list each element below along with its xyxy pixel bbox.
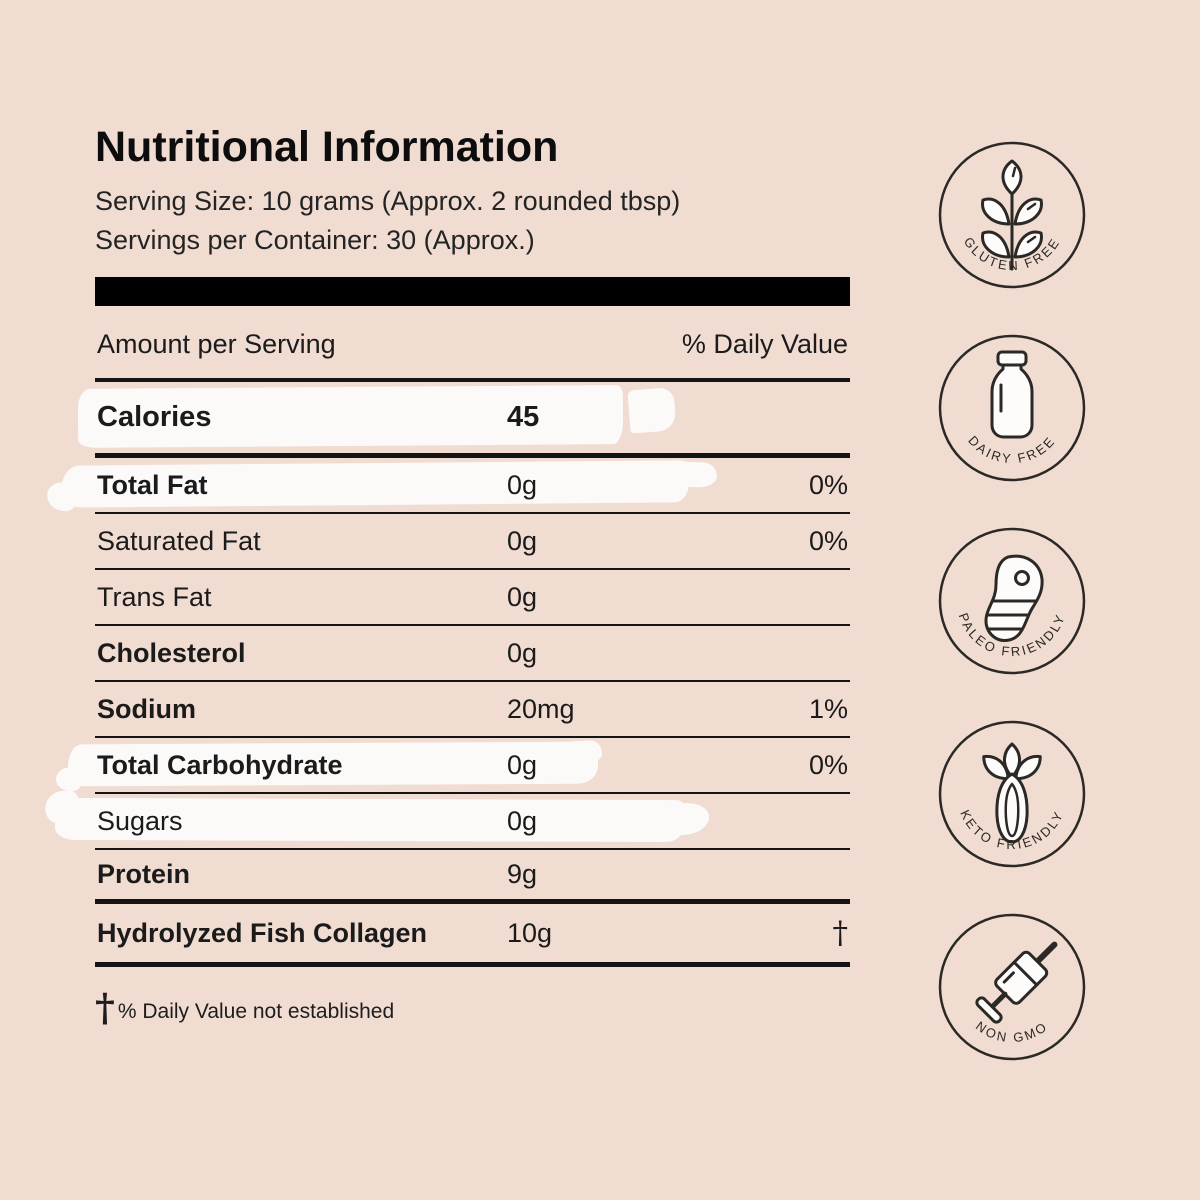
nutrient-daily-value: 0% [808,525,848,556]
nutrient-label: Sodium [97,693,196,724]
servings-per-container: Servings per Container: 30 (Approx.) [95,225,535,256]
nutrient-amount: 0g [507,637,538,668]
nutrient-amount: 0g [507,525,538,556]
footnote-text: % Daily Value not established [117,1000,395,1024]
nutrient-label: Hydrolyzed Fish Collagen [97,917,428,948]
badge-label: NON GMO [973,1018,1051,1045]
milk-bottle-icon [990,350,1034,439]
table-row: Protein 9g [95,850,850,905]
table-row: Sugars 0g [54,794,850,851]
nutrient-label: Total Carbohydrate [97,749,343,780]
syringe-icon [975,941,1058,1024]
nutrient-label: Total Fat [97,469,208,500]
nutrient-daily-value: 1% [808,693,848,724]
nutrient-amount: 0g [507,581,538,612]
nutrient-amount: 0g [507,469,538,500]
nutrient-amount: 10g [507,917,553,948]
nutrient-amount: 20mg [507,693,575,724]
serving-info: Serving Size: 10 grams (Approx. 2 rounde… [95,182,850,260]
nutrient-label: Cholesterol [97,637,246,668]
table-row: Total Carbohydrate 0g 0% [67,738,850,795]
nutrient-label: Protein [97,859,191,890]
amount-per-serving-header: Amount per Serving [97,329,336,360]
divider-bar [95,277,850,307]
nutrient-daily-value: 0% [808,469,848,500]
table-row: Cholesterol 0g [95,626,850,683]
nutrient-amount: 45 [507,401,540,434]
daily-value-header: % Daily Value [681,329,848,360]
nutrition-table: Calories 45 Total Fat 0g 0% Saturated Fa… [54,382,850,968]
nutrition-facts-panel: Nutritional Information Serving Size: 10… [54,123,850,1027]
table-row: Total Fat 0g 0% [60,458,850,515]
nutrient-label: Trans Fat [97,581,212,612]
badge-non-gmo: NON GMO [936,911,1088,1063]
serving-size: Serving Size: 10 grams (Approx. 2 rounde… [95,186,681,216]
nutrient-amount: 0g [507,805,538,836]
table-row: Trans Fat 0g [95,570,850,627]
nutrient-label: Calories [97,401,212,434]
footnote: † % Daily Value not established [95,989,850,1027]
nutrient-label: Saturated Fat [97,525,261,556]
nutrient-daily-value: 0% [808,749,848,780]
nutrient-daily-value: † [832,914,849,951]
table-row: Hydrolyzed Fish Collagen 10g † [95,904,850,968]
table-row: Saturated Fat 0g 0% [95,514,850,571]
table-row: Calories 45 [77,382,850,459]
badge-column: GLUTEN FREE DAIRY FREE [936,139,1088,1063]
dagger-icon: † [95,985,115,1031]
badge-dairy-free: DAIRY FREE [936,332,1088,484]
badge-gluten-free: GLUTEN FREE [936,139,1088,291]
nutrient-amount: 0g [507,749,538,780]
nutrient-amount: 9g [507,859,538,890]
wheat-icon [981,159,1043,271]
badge-paleo-friendly: PALEO FRIENDLY [936,525,1088,677]
nutrient-label: Sugars [97,805,183,836]
table-header: Amount per Serving % Daily Value [95,306,850,383]
vegetable-icon [977,742,1047,844]
badge-keto-friendly: KETO FRIENDLY [936,718,1088,870]
table-row: Sodium 20mg 1% [95,682,850,739]
steak-icon [984,554,1044,642]
page-title: Nutritional Information [95,123,559,171]
